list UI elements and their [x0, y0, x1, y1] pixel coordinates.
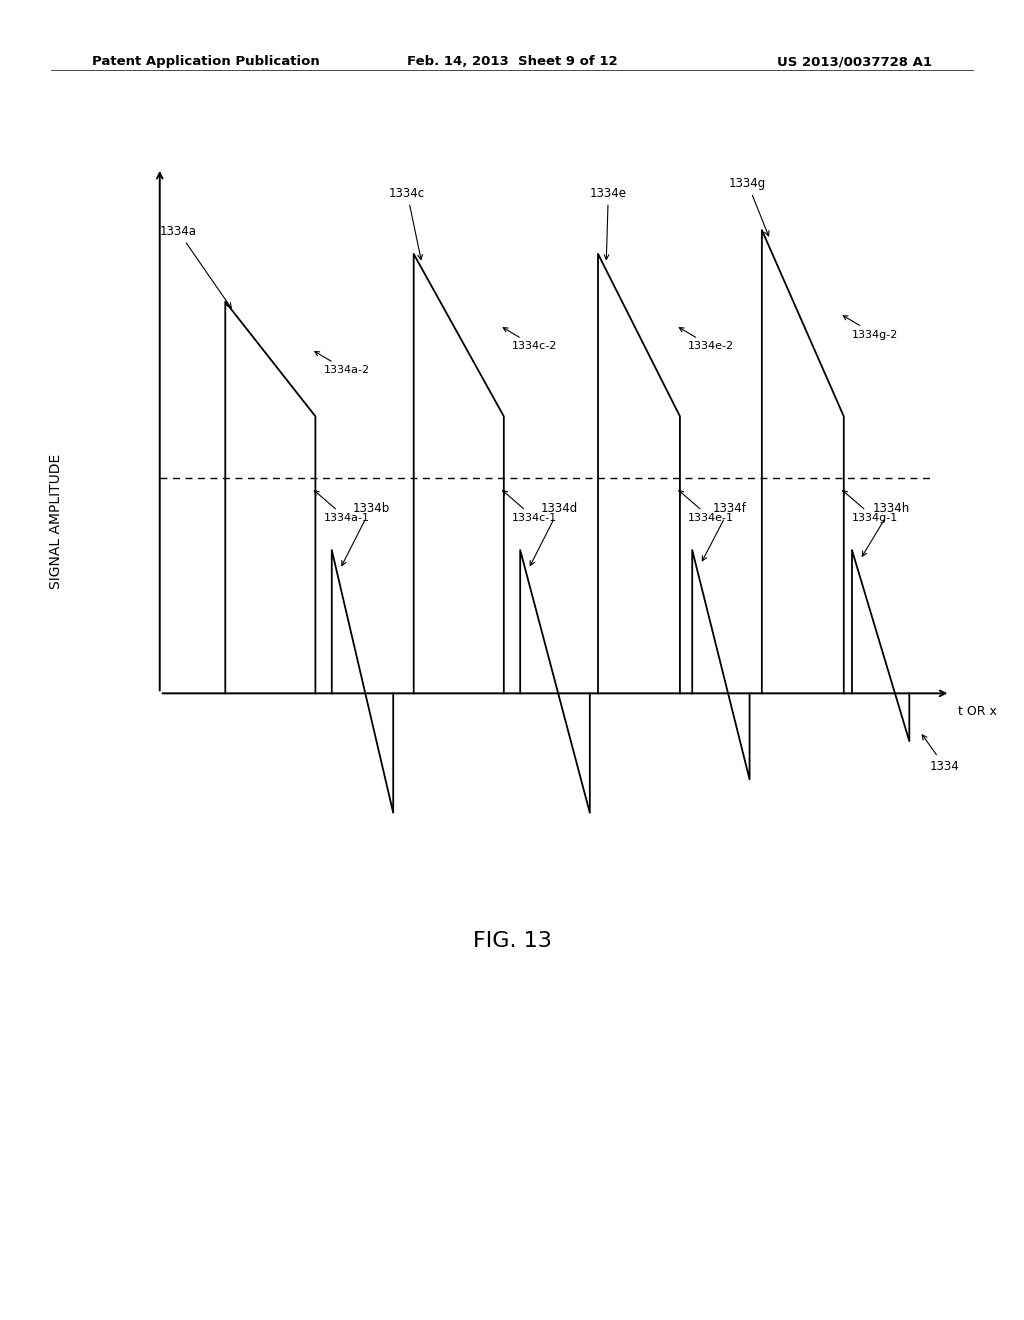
Text: 1334b: 1334b — [342, 502, 389, 565]
Text: 1334g-1: 1334g-1 — [843, 491, 898, 524]
Text: 1334c: 1334c — [389, 186, 425, 260]
Text: 1334f: 1334f — [702, 502, 746, 561]
Text: 1334a-1: 1334a-1 — [314, 491, 370, 524]
Text: US 2013/0037728 A1: US 2013/0037728 A1 — [777, 55, 932, 69]
Text: 1334e: 1334e — [590, 186, 627, 260]
Text: 1334a-2: 1334a-2 — [314, 351, 370, 375]
Text: Feb. 14, 2013  Sheet 9 of 12: Feb. 14, 2013 Sheet 9 of 12 — [407, 55, 617, 69]
Text: 1334g-2: 1334g-2 — [843, 315, 898, 339]
Text: 1334d: 1334d — [530, 502, 578, 565]
Text: 1334g: 1334g — [729, 177, 769, 236]
Text: 1334e-1: 1334e-1 — [679, 491, 734, 524]
Text: 1334: 1334 — [923, 735, 959, 772]
Text: SIGNAL AMPLITUDE: SIGNAL AMPLITUDE — [49, 454, 63, 589]
Text: Patent Application Publication: Patent Application Publication — [92, 55, 319, 69]
Text: t OR x: t OR x — [958, 705, 997, 718]
Text: 1334a: 1334a — [160, 224, 231, 308]
Text: 1334e-2: 1334e-2 — [679, 327, 734, 351]
Text: 1334h: 1334h — [862, 502, 909, 556]
Text: 1334c-1: 1334c-1 — [503, 491, 557, 524]
Text: FIG. 13: FIG. 13 — [472, 931, 552, 950]
Text: 1334c-2: 1334c-2 — [503, 327, 557, 351]
